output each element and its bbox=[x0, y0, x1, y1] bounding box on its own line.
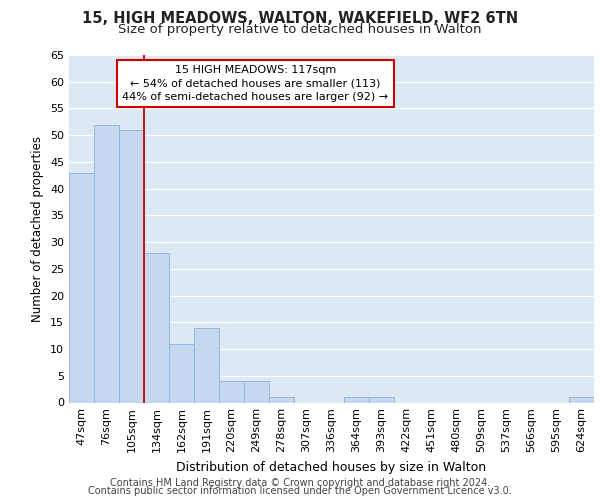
Text: 15, HIGH MEADOWS, WALTON, WAKEFIELD, WF2 6TN: 15, HIGH MEADOWS, WALTON, WAKEFIELD, WF2… bbox=[82, 11, 518, 26]
Y-axis label: Number of detached properties: Number of detached properties bbox=[31, 136, 44, 322]
Bar bbox=[244, 381, 269, 402]
Bar bbox=[369, 397, 394, 402]
Bar bbox=[569, 397, 594, 402]
Bar bbox=[119, 130, 144, 402]
Text: Size of property relative to detached houses in Walton: Size of property relative to detached ho… bbox=[118, 22, 482, 36]
Bar bbox=[94, 124, 119, 402]
Bar bbox=[69, 172, 94, 402]
Bar bbox=[219, 381, 244, 402]
Bar bbox=[144, 253, 169, 402]
Bar bbox=[169, 344, 194, 402]
Text: Contains HM Land Registry data © Crown copyright and database right 2024.: Contains HM Land Registry data © Crown c… bbox=[110, 478, 490, 488]
Bar bbox=[269, 397, 294, 402]
X-axis label: Distribution of detached houses by size in Walton: Distribution of detached houses by size … bbox=[176, 461, 487, 474]
Text: Contains public sector information licensed under the Open Government Licence v3: Contains public sector information licen… bbox=[88, 486, 512, 496]
Bar bbox=[194, 328, 219, 402]
Text: 15 HIGH MEADOWS: 117sqm
← 54% of detached houses are smaller (113)
44% of semi-d: 15 HIGH MEADOWS: 117sqm ← 54% of detache… bbox=[122, 66, 388, 102]
Bar bbox=[344, 397, 369, 402]
